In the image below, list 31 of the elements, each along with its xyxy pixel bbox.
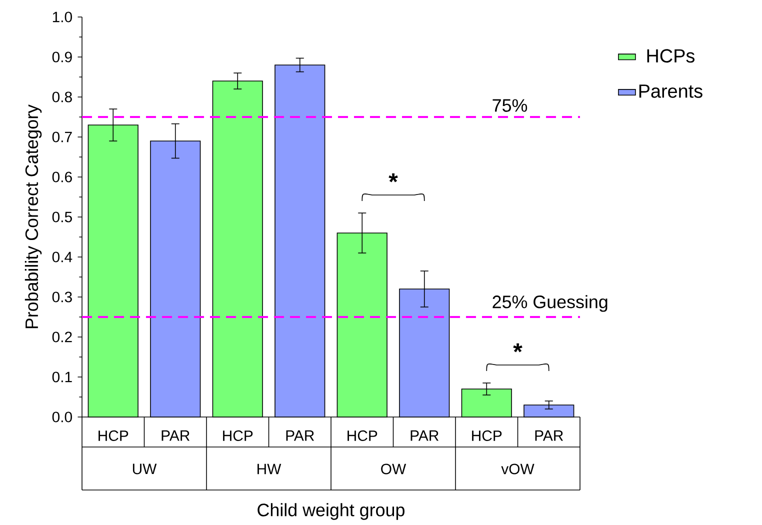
y-tick-label: 0.3 [52, 292, 72, 302]
x-tick-label: HCP [472, 430, 502, 442]
x-axis-title: Child weight group [258, 503, 404, 520]
legend-label: Parents [639, 84, 702, 98]
annotation: * [388, 173, 398, 182]
text: HW [258, 464, 282, 474]
x-tick-label: PAR [286, 430, 314, 441]
x-tick-label: HCP [223, 430, 253, 442]
y-tick-label: 0.0 [52, 412, 72, 422]
text: UW [132, 464, 157, 474]
y-tick-label: 0.5 [52, 212, 72, 222]
text: OW [381, 464, 406, 474]
y-tick-label: 0.6 [52, 172, 72, 182]
y-axis-title: Probability Correct Category [24, 104, 42, 328]
annotation: * [513, 343, 522, 352]
y-tick-label: 0.9 [52, 52, 72, 62]
text: vOW [501, 464, 534, 474]
ref-line-label: 25% Guessing [492, 295, 608, 312]
x-tick-label: PAR [535, 430, 563, 441]
ref-line-label: 75% [492, 99, 528, 112]
y-tick-label: 0.8 [52, 92, 72, 102]
x-tick-label: HCP [348, 430, 378, 442]
y-tick-label: 0.1 [52, 372, 72, 382]
x-tick-label: HCP [98, 430, 128, 442]
x-tick-label: PAR [162, 430, 190, 441]
y-tick-label: 1.0 [52, 12, 72, 22]
y-tick-label: 0.7 [52, 132, 72, 142]
x-tick-label: PAR [410, 430, 438, 441]
y-tick-label: 0.4 [52, 252, 72, 262]
legend-label: HCPs [647, 49, 694, 63]
y-tick-label: 0.2 [52, 332, 72, 342]
